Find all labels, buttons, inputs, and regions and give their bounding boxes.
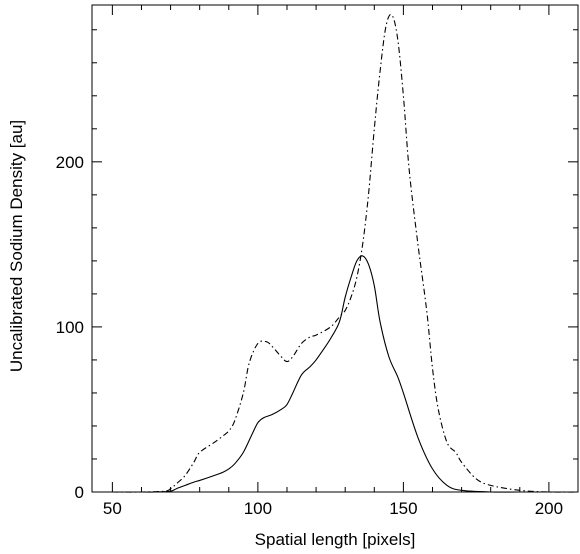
x-tick-label: 100: [244, 499, 272, 518]
tick-labels: 50 100 150 200 0 100 200: [56, 153, 563, 518]
x-tick-label: 150: [389, 499, 417, 518]
x-axis-label: Spatial length [pixels]: [255, 530, 416, 549]
axis-ticks: [92, 5, 579, 493]
x-tick-label: 50: [103, 499, 122, 518]
y-axis-label: Uncalibrated Sodium Density [au]: [7, 120, 26, 372]
y-tick-label: 200: [56, 153, 84, 172]
series-line-dash-dot: [112, 13, 579, 493]
x-tick-label: 200: [535, 499, 563, 518]
y-tick-label: 0: [75, 483, 84, 502]
plot-frame: [91, 4, 579, 493]
y-tick-label: 100: [56, 318, 84, 337]
series-line-solid: [112, 255, 578, 493]
series-group: [112, 13, 579, 493]
plot-border: [91, 4, 579, 493]
